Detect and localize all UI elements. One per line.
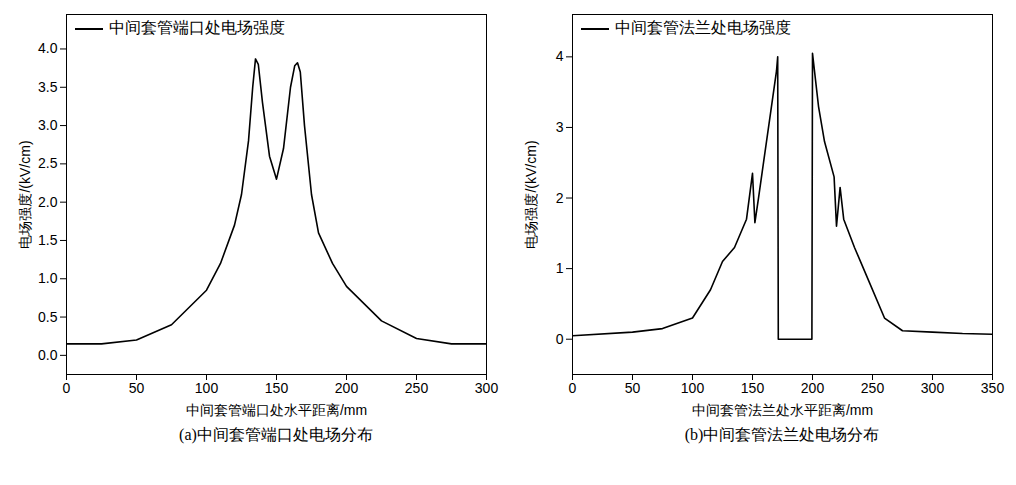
svg-text:3.0: 3.0 (38, 117, 58, 133)
svg-text:3.5: 3.5 (38, 79, 58, 95)
svg-text:300: 300 (921, 380, 945, 396)
svg-text:4: 4 (556, 48, 564, 64)
svg-text:100: 100 (681, 380, 705, 396)
html-text:(b)中间套管法兰处电场分布: (b)中间套管法兰处电场分布 (684, 426, 880, 443)
svg-text:50: 50 (129, 380, 145, 396)
svg-text:0.0: 0.0 (38, 347, 58, 363)
svg-text:200: 200 (335, 380, 359, 396)
svg-text:电场强度/(kV/cm): 电场强度/(kV/cm) (17, 140, 33, 248)
svg-text:0: 0 (569, 380, 577, 396)
svg-text:0.5: 0.5 (38, 309, 58, 325)
svg-text:150: 150 (741, 380, 765, 396)
svg-text:1.5: 1.5 (38, 232, 58, 248)
html-text:中间套管端口处电场强度: 中间套管端口处电场强度 (109, 19, 285, 36)
svg-text:0: 0 (63, 380, 71, 396)
svg-text:350: 350 (981, 380, 1005, 396)
svg-text:1: 1 (556, 260, 564, 276)
html-text:中间套管法兰处电场强度: 中间套管法兰处电场强度 (615, 19, 791, 36)
svg-text:3: 3 (556, 119, 564, 135)
svg-text:2: 2 (556, 190, 564, 206)
svg-text:2.5: 2.5 (38, 155, 58, 171)
svg-text:中间套管端口处水平距离/mm: 中间套管端口处水平距离/mm (186, 402, 367, 418)
svg-text:250: 250 (405, 380, 429, 396)
svg-text:0: 0 (556, 331, 564, 347)
html-text:(a)中间套管端口处电场分布: (a)中间套管端口处电场分布 (179, 426, 373, 443)
svg-text:250: 250 (861, 380, 885, 396)
svg-text:200: 200 (801, 380, 825, 396)
svg-text:150: 150 (265, 380, 289, 396)
svg-text:电场强度/(kV/cm): 电场强度/(kV/cm) (523, 140, 539, 248)
svg-text:300: 300 (475, 380, 499, 396)
svg-text:4.0: 4.0 (38, 40, 58, 56)
svg-text:2.0: 2.0 (38, 194, 58, 210)
svg-text:50: 50 (625, 380, 641, 396)
svg-text:1.0: 1.0 (38, 270, 58, 286)
svg-text:100: 100 (195, 380, 219, 396)
svg-text:中间套管法兰处水平距离/mm: 中间套管法兰处水平距离/mm (692, 402, 873, 418)
